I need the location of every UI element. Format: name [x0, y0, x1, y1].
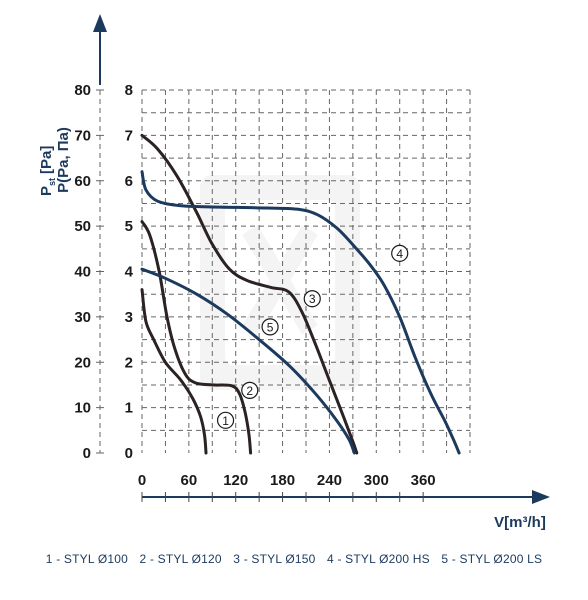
- y-outer-tick-label: 50: [74, 218, 91, 235]
- y-outer-tick-label: 0: [83, 445, 91, 462]
- series-line-4: [140, 170, 461, 455]
- legend-item-3: 3 - STYL Ø150: [233, 552, 316, 566]
- series-line-5: [140, 267, 356, 455]
- x-axis-arrow-head: [532, 490, 550, 504]
- series-marker-label-5: 5: [267, 320, 274, 334]
- series-line-3: [140, 133, 359, 455]
- axes: [93, 14, 550, 504]
- y-inner-tick-label: 6: [125, 173, 133, 190]
- series-line-1: [140, 288, 208, 455]
- x-tick-label: 0: [138, 472, 146, 489]
- y-axis-title-left: P st [Pa]: [38, 146, 57, 196]
- x-axis-title: V[m³/h]: [494, 514, 546, 531]
- y-inner-tick-label: 4: [125, 264, 134, 281]
- series-lines: [140, 133, 461, 455]
- y-inner-tick-label: 5: [125, 218, 133, 235]
- y-axis-title-sub: st: [47, 178, 57, 186]
- x-tick-label: 120: [223, 472, 248, 489]
- series-marker-label-1: 1: [222, 414, 229, 428]
- x-tick-label: 180: [270, 472, 295, 489]
- y-inner-tick-label: 0: [125, 445, 133, 462]
- y-axis-title-unit: [Pa]: [38, 146, 55, 174]
- y-axis-arrow-head: [93, 14, 107, 32]
- legend: 1 - STYL Ø100 2 - STYL Ø120 3 - STYL Ø15…: [0, 552, 588, 566]
- series-marker-circle-1: [216, 411, 235, 429]
- y-outer-tick-label: 10: [74, 400, 91, 417]
- x-tick-label: 240: [317, 472, 342, 489]
- legend-item-4: 4 - STYL Ø200 HS: [327, 552, 430, 566]
- y-outer-tick-label: 70: [74, 127, 91, 144]
- y-outer-tick-label: 30: [74, 309, 91, 326]
- x-tick-label: 300: [364, 472, 389, 489]
- series-line-2: [140, 220, 253, 455]
- series-marker-label-2: 2: [246, 384, 253, 398]
- series-marker-label-3: 3: [309, 292, 316, 306]
- x-tick-label: 360: [411, 472, 436, 489]
- y-outer-tick-label: 20: [74, 354, 91, 371]
- y-inner-tick-label: 1: [125, 400, 133, 417]
- legend-item-2: 2 - STYL Ø120: [139, 552, 222, 566]
- y-inner-tick-label: 3: [125, 309, 133, 326]
- y-axis-title-p: P: [38, 186, 55, 196]
- x-tick-label: 60: [181, 472, 198, 489]
- series-marker-circle-5: [261, 318, 279, 336]
- y-outer-tick-label: 80: [74, 82, 91, 99]
- series-markers: 1 2 3 4 5: [216, 244, 409, 429]
- series-marker-circle-4: [391, 244, 409, 262]
- legend-item-5: 5 - STYL Ø200 LS: [441, 552, 543, 566]
- y-inner-tick-label: 2: [125, 354, 133, 371]
- y-axis-title-right: P(Pa, Па): [55, 127, 72, 193]
- y-inner-tick-label: 8: [125, 82, 133, 99]
- y-outer-tick-label: 60: [74, 173, 91, 190]
- series-marker-label-4: 4: [396, 247, 403, 261]
- series-marker-circle-3: [303, 290, 321, 308]
- y-outer-tick-label: 40: [74, 264, 91, 281]
- y-inner-tick-label: 7: [125, 127, 133, 144]
- series-marker-circle-2: [241, 381, 259, 399]
- legend-item-1: 1 - STYL Ø100: [45, 552, 128, 566]
